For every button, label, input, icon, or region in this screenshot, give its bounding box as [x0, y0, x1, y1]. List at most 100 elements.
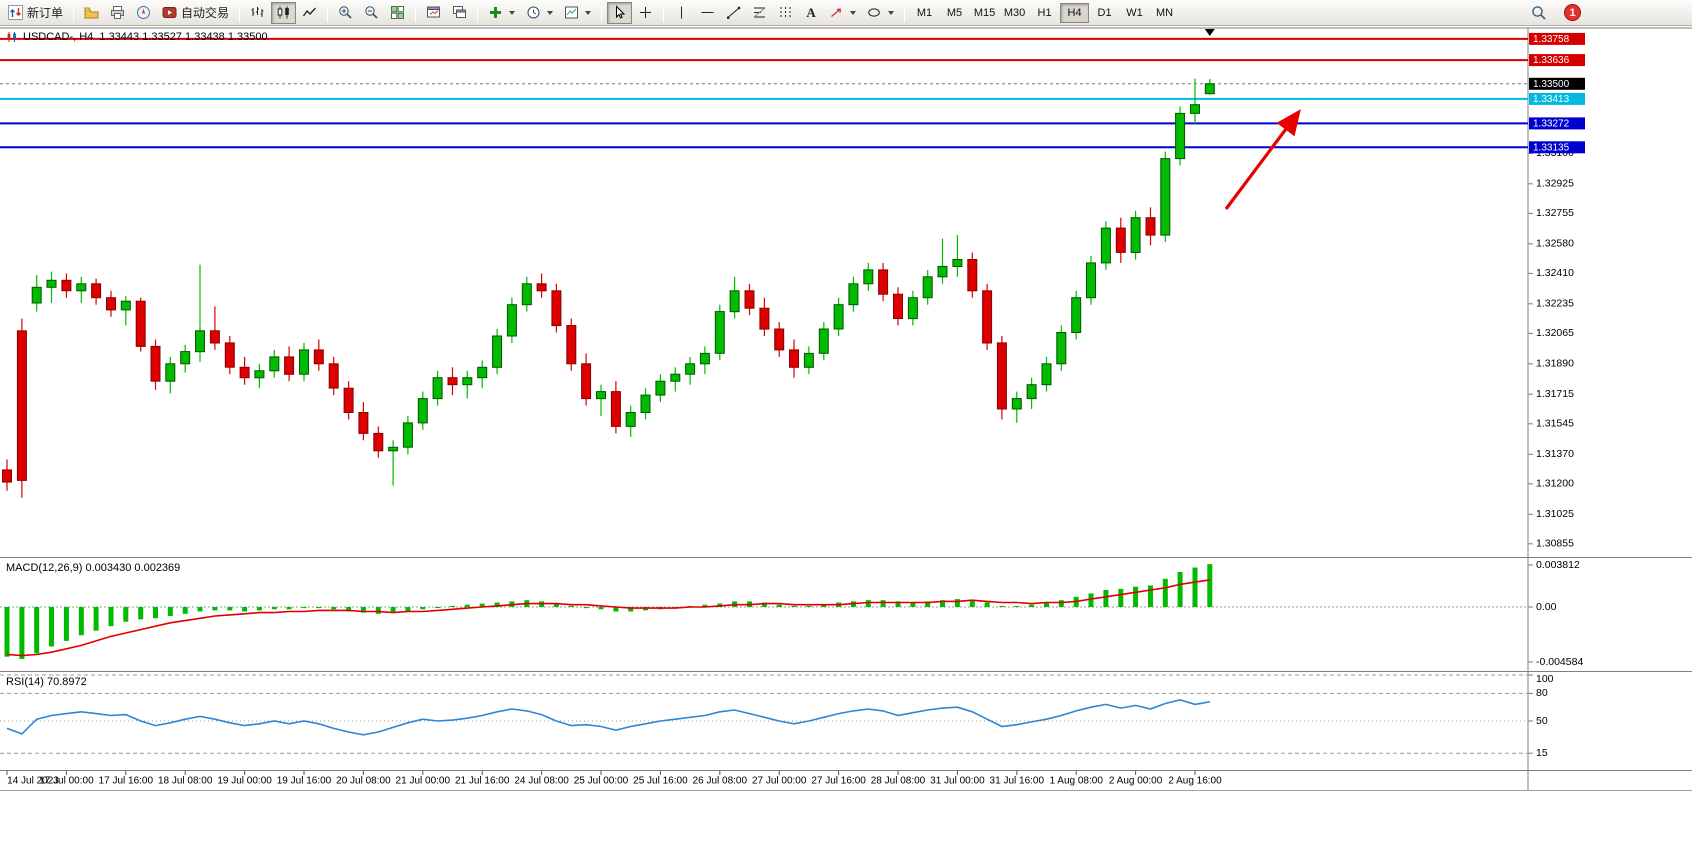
cursor-tool-button[interactable]: [607, 1, 633, 24]
annotation-arrow[interactable]: [1224, 109, 1301, 210]
svg-text:1.31370: 1.31370: [1536, 448, 1574, 460]
svg-text:26 Jul 08:00: 26 Jul 08:00: [693, 776, 748, 787]
svg-text:1.32755: 1.32755: [1536, 207, 1574, 219]
line-chart-icon: [302, 7, 317, 17]
autotrading-button[interactable]: 自动交易: [157, 2, 234, 24]
crosshair-icon: [640, 7, 652, 18]
timeframe-button-h4[interactable]: H4: [1060, 2, 1090, 23]
svg-text:21 Jul 16:00: 21 Jul 16:00: [455, 776, 510, 787]
chart-canvas[interactable]: 1.331001.329251.327551.325801.324101.322…: [0, 26, 1692, 853]
timeframe-button-w1[interactable]: W1: [1120, 3, 1149, 23]
chart-window-icon: [7, 32, 16, 42]
crosshair-tool-button[interactable]: [633, 2, 658, 24]
arrange-windows-button[interactable]: [421, 2, 446, 24]
svg-text:19 Jul 00:00: 19 Jul 00:00: [217, 776, 272, 787]
toolbar-separator: [415, 3, 417, 22]
trendline-tool-button[interactable]: [721, 2, 746, 24]
svg-text:1.31200: 1.31200: [1536, 478, 1574, 490]
text-tool-button[interactable]: A: [799, 2, 823, 24]
zoom-in-button[interactable]: [333, 2, 358, 24]
toolbar-separator: [663, 3, 665, 22]
arrow-tool-icon: [831, 8, 842, 17]
svg-text:1.31545: 1.31545: [1536, 418, 1574, 430]
svg-text:27 Jul 00:00: 27 Jul 00:00: [752, 776, 807, 787]
text-tool-label: A: [806, 4, 816, 20]
navigator-button[interactable]: [131, 2, 156, 24]
vertical-line-icon: [681, 6, 683, 19]
folder-icon: [84, 7, 99, 19]
svg-text:15: 15: [1536, 747, 1548, 759]
arrange-windows-icon: [427, 6, 441, 18]
horizontal-price-lines[interactable]: [0, 37, 1528, 149]
svg-text:-0.004584: -0.004584: [1536, 656, 1583, 668]
cascade-windows-button[interactable]: [447, 2, 472, 24]
svg-text:31 Jul 16:00: 31 Jul 16:00: [990, 776, 1045, 787]
chevron-down-icon: [509, 10, 516, 15]
tile-windows-button[interactable]: [385, 2, 410, 24]
templates-button[interactable]: [559, 2, 596, 24]
autotrading-label: 自动交易: [181, 6, 230, 20]
svg-text:1.30855: 1.30855: [1536, 538, 1574, 550]
candlestick-chart-button[interactable]: [271, 1, 297, 24]
price-badge[interactable]: 1.33636: [1529, 54, 1585, 66]
symbol-title: USDCAD-, H4 1.33443 1.33527 1.33438 1.33…: [6, 31, 268, 43]
toolbar-separator: [601, 3, 603, 22]
price-badge[interactable]: 1.33272: [1529, 117, 1585, 130]
price-badge[interactable]: 1.33758: [1529, 32, 1585, 45]
timeframe-button-m1[interactable]: M1: [910, 3, 939, 23]
price-badge[interactable]: 1.33135: [1529, 141, 1585, 153]
template-icon: [565, 6, 579, 19]
svg-text:1.33500: 1.33500: [1533, 79, 1570, 90]
timeframe-button-h1[interactable]: H1: [1030, 3, 1059, 23]
arrow-tools-button[interactable]: [824, 2, 861, 24]
add-indicator-button[interactable]: [483, 2, 520, 24]
svg-text:1.32580: 1.32580: [1536, 238, 1574, 250]
search-icon: [1532, 5, 1546, 20]
svg-text:2 Aug 16:00: 2 Aug 16:00: [1168, 776, 1222, 787]
svg-text:17 Jul 00:00: 17 Jul 00:00: [39, 776, 94, 787]
chevron-down-icon: [888, 10, 895, 15]
svg-text:1.33758: 1.33758: [1533, 34, 1570, 45]
clock-icon: [527, 6, 540, 19]
rsi-indicator-title: RSI(14) 70.8972: [6, 676, 87, 688]
timeframe-button-mn[interactable]: MN: [1150, 3, 1179, 23]
notification-badge[interactable]: 1: [1564, 4, 1581, 21]
search-button[interactable]: [1526, 2, 1552, 24]
zoom-out-button[interactable]: [359, 2, 384, 24]
plus-icon: [490, 7, 502, 18]
periods-button[interactable]: [521, 2, 558, 24]
rsi-line: [6, 698, 1210, 736]
timeframe-button-d1[interactable]: D1: [1090, 3, 1119, 23]
macd-signal-line: [6, 579, 1210, 657]
macd-axis-labels: 0.003812 0.00 -0.004584: [1528, 559, 1583, 668]
svg-text:1 Aug 08:00: 1 Aug 08:00: [1050, 776, 1104, 787]
timeframe-toolbar: M1 M5 M15 M30 H1 H4 D1 W1 MN: [910, 2, 1179, 23]
cycle-lines-tool-button[interactable]: [773, 2, 798, 24]
profile-button[interactable]: [79, 2, 104, 24]
new-order-button[interactable]: 新订单: [3, 2, 68, 24]
toolbar-separator: [477, 3, 479, 22]
timeframe-button-m5[interactable]: M5: [940, 3, 969, 23]
fibonacci-icon: [753, 7, 766, 18]
svg-text:31 Jul 00:00: 31 Jul 00:00: [930, 776, 985, 787]
price-badge[interactable]: 1.33413: [1529, 92, 1585, 105]
bar-chart-button[interactable]: [245, 2, 270, 24]
chevron-down-icon: [547, 10, 554, 15]
current-bar-marker: [1204, 29, 1215, 36]
macd-indicator-title: MACD(12,26,9) 0.003430 0.002369: [6, 562, 181, 574]
compass-icon: [137, 6, 151, 19]
timeframe-button-m15[interactable]: M15: [970, 3, 999, 23]
svg-text:0.003812: 0.003812: [1536, 559, 1580, 571]
price-axis-labels: 1.331001.329251.327551.325801.324101.322…: [1528, 147, 1574, 550]
print-button[interactable]: [105, 2, 130, 24]
timeframe-button-m30[interactable]: M30: [1000, 3, 1029, 23]
shapes-tool-button[interactable]: [862, 2, 899, 24]
price-badge[interactable]: 1.33500: [1529, 77, 1585, 90]
svg-text:80: 80: [1536, 687, 1548, 699]
svg-text:1.31025: 1.31025: [1536, 508, 1574, 520]
vertical-line-tool-button[interactable]: [669, 2, 694, 24]
fibonacci-tool-button[interactable]: [747, 2, 772, 24]
line-chart-button[interactable]: [297, 2, 322, 24]
horizontal-line-tool-button[interactable]: [695, 2, 720, 24]
